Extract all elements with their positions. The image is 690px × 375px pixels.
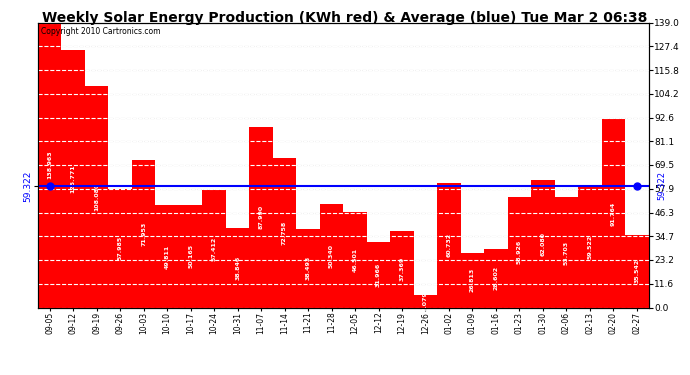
Bar	[344, 212, 367, 308]
Text: 59.522: 59.522	[587, 234, 593, 259]
Text: 53.703: 53.703	[564, 240, 569, 264]
Bar	[249, 127, 273, 308]
Bar	[155, 206, 179, 308]
Bar	[508, 197, 531, 308]
Text: 50.165: 50.165	[188, 244, 193, 268]
Text: 49.811: 49.811	[165, 244, 170, 268]
Text: 59.322: 59.322	[657, 171, 666, 200]
Bar	[555, 197, 578, 308]
Text: 6.079: 6.079	[423, 291, 428, 311]
Bar	[391, 231, 414, 308]
Text: 28.602: 28.602	[493, 266, 498, 290]
Bar	[531, 180, 555, 308]
Bar	[625, 235, 649, 308]
Text: 125.771: 125.771	[70, 164, 76, 193]
Text: 31.966: 31.966	[376, 262, 381, 287]
Text: 108.080: 108.080	[94, 183, 99, 211]
Text: 72.758: 72.758	[282, 221, 287, 245]
Bar	[85, 86, 108, 308]
Bar	[367, 242, 391, 308]
Text: 138.963: 138.963	[47, 151, 52, 179]
Bar	[132, 160, 155, 308]
Text: 35.542: 35.542	[634, 259, 640, 283]
Bar	[578, 186, 602, 308]
Text: 46.501: 46.501	[353, 248, 357, 272]
Text: 57.985: 57.985	[118, 236, 123, 260]
Bar	[108, 189, 132, 308]
Bar	[296, 229, 319, 308]
Text: 60.732: 60.732	[446, 233, 451, 257]
Bar	[273, 158, 296, 308]
Text: 71.953: 71.953	[141, 222, 146, 246]
Bar	[602, 119, 625, 308]
Text: 38.493: 38.493	[306, 256, 310, 280]
Text: 62.080: 62.080	[540, 232, 545, 256]
Bar	[202, 190, 226, 308]
Bar	[179, 205, 202, 308]
Bar	[437, 183, 461, 308]
Text: 91.764: 91.764	[611, 201, 616, 225]
Text: 37.369: 37.369	[400, 257, 404, 281]
Text: Weekly Solar Energy Production (KWh red) & Average (blue) Tue Mar 2 06:38: Weekly Solar Energy Production (KWh red)…	[42, 11, 648, 25]
Text: 38.846: 38.846	[235, 255, 240, 280]
Bar	[484, 249, 508, 308]
Text: Copyright 2010 Cartronics.com: Copyright 2010 Cartronics.com	[41, 27, 161, 36]
Text: 57.412: 57.412	[212, 237, 217, 261]
Bar	[226, 228, 249, 308]
Text: 53.926: 53.926	[517, 240, 522, 264]
Bar	[414, 295, 437, 307]
Bar	[319, 204, 344, 308]
Bar	[38, 22, 61, 308]
Bar	[461, 252, 484, 308]
Text: 50.340: 50.340	[329, 244, 334, 268]
Text: 26.813: 26.813	[470, 268, 475, 292]
Text: 87.990: 87.990	[259, 205, 264, 230]
Bar	[61, 50, 85, 308]
